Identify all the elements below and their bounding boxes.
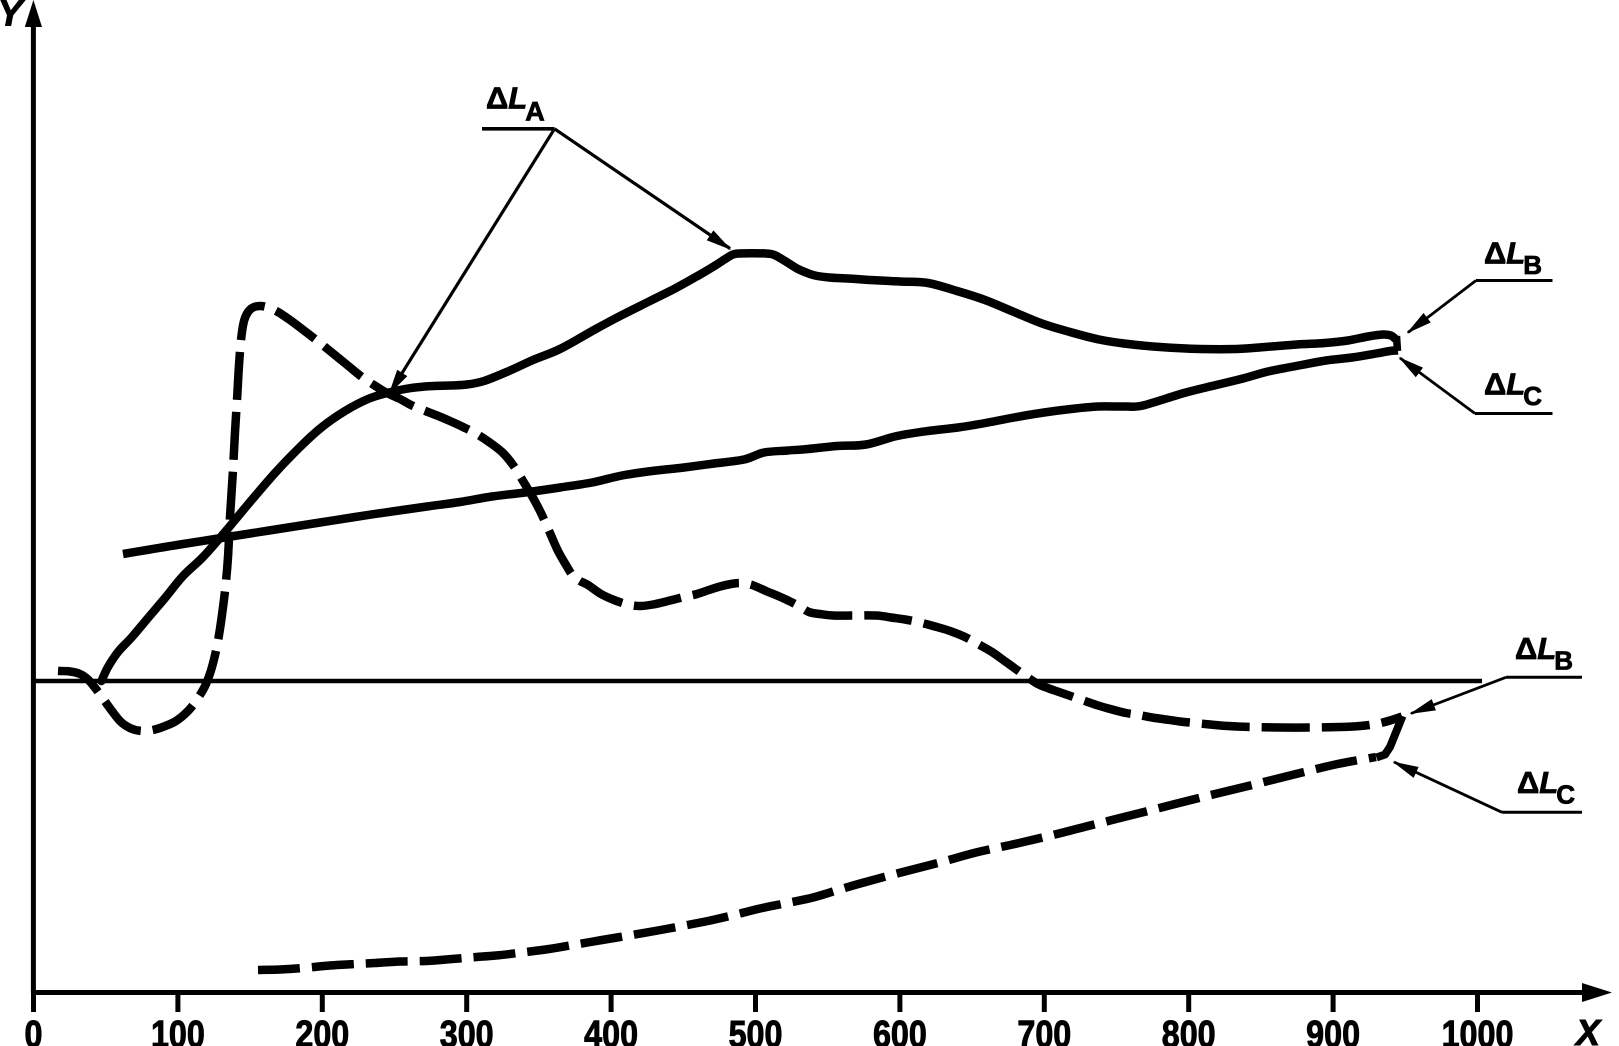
svg-text:0: 0 bbox=[25, 1014, 43, 1046]
svg-text:X: X bbox=[1574, 1012, 1602, 1046]
svg-text:1000: 1000 bbox=[1442, 1014, 1514, 1046]
svg-text:700: 700 bbox=[1017, 1014, 1071, 1046]
svg-text:400: 400 bbox=[584, 1014, 638, 1046]
svg-text:600: 600 bbox=[873, 1014, 927, 1046]
svg-text:300: 300 bbox=[440, 1014, 494, 1046]
svg-text:200: 200 bbox=[295, 1014, 349, 1046]
svg-text:800: 800 bbox=[1162, 1014, 1216, 1046]
svg-text:500: 500 bbox=[729, 1014, 783, 1046]
svg-text:900: 900 bbox=[1306, 1014, 1360, 1046]
svg-text:Y: Y bbox=[0, 0, 25, 34]
svg-text:100: 100 bbox=[151, 1014, 205, 1046]
